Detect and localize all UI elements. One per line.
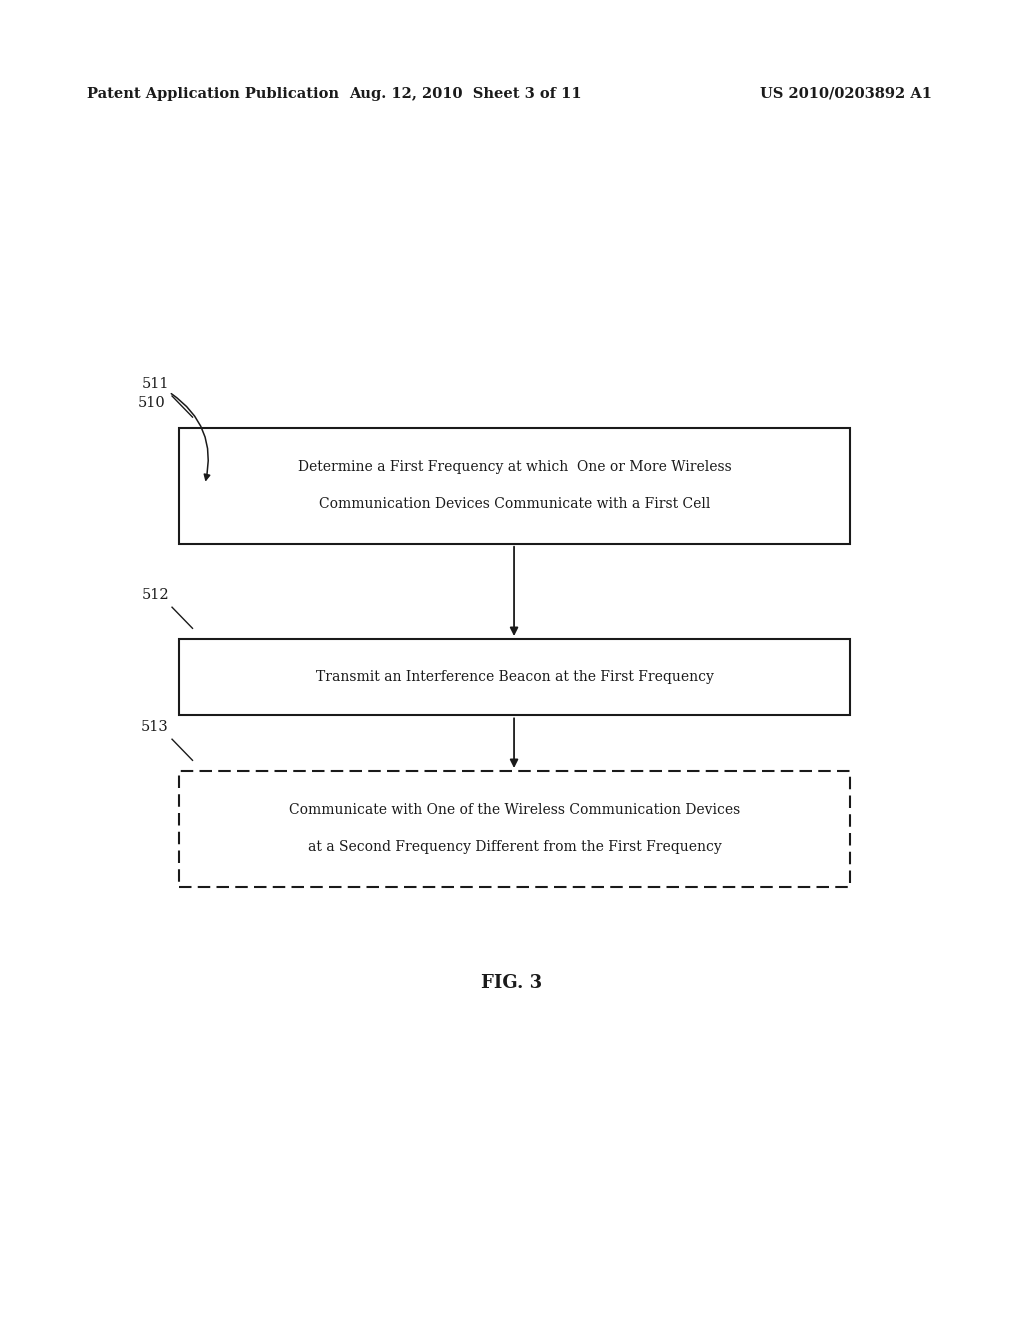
Text: US 2010/0203892 A1: US 2010/0203892 A1 [760, 87, 932, 100]
Text: Determine a First Frequency at which  One or More Wireless: Determine a First Frequency at which One… [298, 461, 731, 474]
Bar [179, 639, 850, 715]
Text: 511: 511 [141, 376, 169, 391]
Bar [179, 428, 850, 544]
Text: 512: 512 [141, 587, 169, 602]
Text: Communication Devices Communicate with a First Cell: Communication Devices Communicate with a… [318, 498, 711, 511]
Text: Patent Application Publication: Patent Application Publication [87, 87, 339, 100]
Text: 510: 510 [138, 396, 166, 409]
Bar [179, 771, 850, 887]
Text: at a Second Frequency Different from the First Frequency: at a Second Frequency Different from the… [307, 841, 722, 854]
Text: 513: 513 [141, 719, 169, 734]
Text: Aug. 12, 2010  Sheet 3 of 11: Aug. 12, 2010 Sheet 3 of 11 [349, 87, 583, 100]
Text: Transmit an Interference Beacon at the First Frequency: Transmit an Interference Beacon at the F… [315, 671, 714, 684]
Text: FIG. 3: FIG. 3 [481, 974, 543, 993]
Text: Communicate with One of the Wireless Communication Devices: Communicate with One of the Wireless Com… [289, 804, 740, 817]
